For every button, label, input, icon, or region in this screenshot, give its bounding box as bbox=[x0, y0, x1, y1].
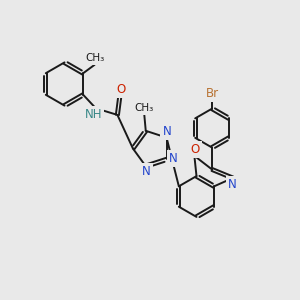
Text: N: N bbox=[228, 178, 237, 191]
Text: O: O bbox=[117, 83, 126, 96]
Text: NH: NH bbox=[85, 108, 102, 122]
Text: N: N bbox=[169, 152, 178, 165]
Text: N: N bbox=[163, 125, 171, 138]
Text: O: O bbox=[190, 143, 200, 156]
Text: N: N bbox=[142, 165, 150, 178]
Text: CH₃: CH₃ bbox=[85, 53, 105, 63]
Text: CH₃: CH₃ bbox=[135, 103, 154, 113]
Text: Br: Br bbox=[206, 86, 219, 100]
